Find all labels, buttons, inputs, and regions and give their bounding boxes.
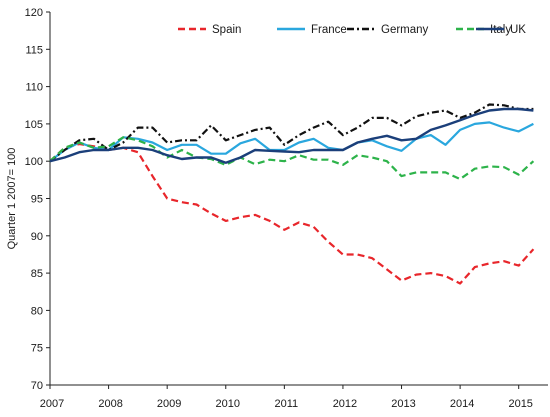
y-axis: 70 75 80 85 90 95 100 105 110 115 120 xyxy=(25,7,51,392)
x-tick-label: 2012 xyxy=(333,398,357,410)
series-line-uk xyxy=(49,107,534,164)
x-tick-label: 2007 xyxy=(40,398,64,410)
x-tick-label: 2009 xyxy=(157,398,181,410)
x-tick-label: 2008 xyxy=(98,398,122,410)
series-lines xyxy=(49,103,535,285)
y-tick-label: 85 xyxy=(31,268,43,280)
y-tick-label: 95 xyxy=(31,194,43,206)
y-tick-label: 100 xyxy=(25,156,43,168)
x-tick-label: 2015 xyxy=(508,398,532,410)
x-tick-label: 2014 xyxy=(450,398,474,410)
y-tick-label: 80 xyxy=(31,305,43,317)
series-line-spain xyxy=(49,142,535,285)
series-line-germany xyxy=(49,103,534,163)
legend: SpainFranceGermanyItalyUK xyxy=(178,24,526,36)
y-tick-label: 120 xyxy=(25,7,43,19)
y-axis-label: Quarter 1 2007= 100 xyxy=(6,148,18,250)
y-tick-label: 70 xyxy=(31,380,43,392)
legend-label-spain: Spain xyxy=(212,24,241,36)
x-axis: 2007 2008 2009 2010 2011 2012 2013 2014 2015 xyxy=(40,384,548,410)
x-tick-label: 2010 xyxy=(216,398,240,410)
y-tick-label: 110 xyxy=(25,82,43,94)
x-tick-label: 2013 xyxy=(391,398,415,410)
x-tick-label: 2011 xyxy=(275,398,299,410)
y-tick-label: 105 xyxy=(25,119,43,131)
legend-label-uk: UK xyxy=(510,24,526,36)
y-tick-label: 115 xyxy=(25,44,43,56)
legend-label-germany: Germany xyxy=(381,24,429,36)
legend-label-france: France xyxy=(311,24,347,36)
y-tick-label: 90 xyxy=(31,231,43,243)
y-tick-label: 75 xyxy=(31,343,43,355)
series-line-italy xyxy=(49,136,535,181)
